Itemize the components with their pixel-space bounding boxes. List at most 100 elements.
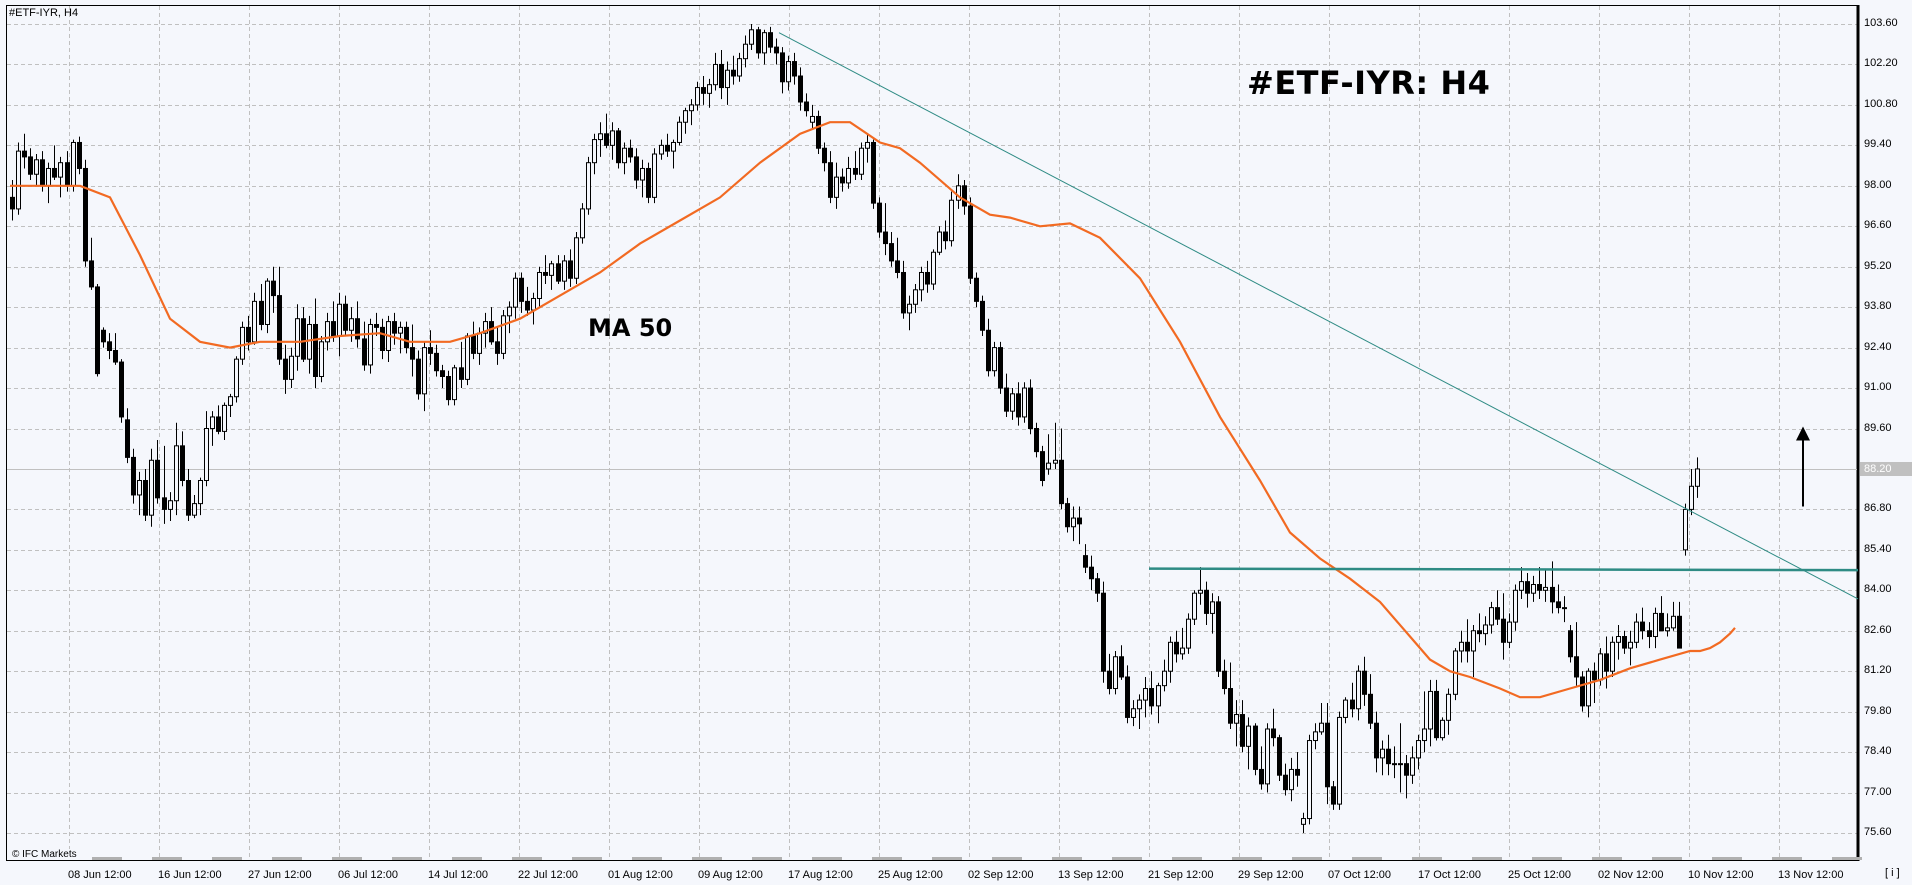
candle-bearish — [1537, 584, 1542, 591]
candle-bearish — [634, 156, 639, 181]
candle-bearish — [362, 338, 367, 366]
info-button[interactable]: [ i ] — [1885, 867, 1900, 879]
candle-bullish — [325, 321, 330, 343]
candle-bearish — [1495, 607, 1500, 620]
candle-bearish — [1119, 656, 1124, 678]
candle-bearish — [101, 329, 106, 343]
candle-bullish — [671, 141, 676, 152]
candle-bullish — [222, 404, 227, 432]
candle-bullish — [786, 61, 791, 83]
candle-bullish — [1471, 630, 1476, 652]
candle-bearish — [1574, 656, 1579, 678]
candle-bullish — [337, 303, 342, 337]
candle-bullish — [1483, 624, 1488, 635]
price-tick-label: 100.80 — [1864, 97, 1898, 110]
time-scrollbar[interactable] — [32, 857, 1862, 860]
price-tick-label: 93.80 — [1864, 300, 1892, 313]
candle-bullish — [1531, 584, 1536, 594]
horizontal-support-line[interactable] — [1148, 567, 1859, 572]
candle-bearish — [525, 300, 530, 311]
candle-bearish — [519, 277, 524, 302]
candle-bullish — [549, 263, 554, 276]
candle-bullish — [622, 147, 627, 164]
candle-bullish — [1683, 508, 1688, 551]
price-tick-label: 86.80 — [1864, 502, 1892, 515]
candle-bearish — [1556, 601, 1561, 609]
price-tick-label: 84.00 — [1864, 583, 1892, 596]
price-tick-label: 78.40 — [1864, 745, 1892, 758]
candle-bearish — [459, 367, 464, 380]
candle-bearish — [798, 75, 803, 103]
candle-bullish — [1186, 618, 1191, 649]
candle-bearish — [1374, 722, 1379, 759]
candle-bearish — [616, 130, 621, 164]
candle-bearish — [1404, 763, 1409, 776]
candle-bearish — [895, 260, 900, 273]
candle-bullish — [1210, 601, 1215, 614]
candle-bearish — [355, 318, 360, 340]
candle-bearish — [943, 231, 948, 242]
candle-bearish — [434, 352, 439, 372]
candle-bearish — [719, 63, 724, 89]
candle-bearish — [756, 29, 761, 54]
candle-bullish — [1168, 641, 1173, 672]
candle-bullish — [1198, 589, 1203, 594]
ma50-annotation: MA 50 — [588, 314, 673, 342]
candle-bearish — [1580, 676, 1585, 707]
candle-bearish — [83, 167, 88, 262]
candle-bullish — [846, 167, 851, 184]
time-tick-label: 07 Oct 12:00 — [1328, 869, 1391, 881]
candle-bearish — [1028, 387, 1033, 429]
candle-bearish — [816, 115, 821, 149]
candle-bearish — [1283, 774, 1288, 791]
candle-bullish — [34, 159, 39, 175]
candle-bullish — [1519, 581, 1524, 591]
price-tick-label: 85.40 — [1864, 542, 1892, 555]
candle-bearish — [95, 286, 100, 375]
candle-bullish — [137, 480, 142, 496]
candle-bullish — [319, 341, 324, 377]
candle-bearish — [1362, 670, 1367, 695]
candle-bearish — [877, 202, 882, 233]
candle-bearish — [301, 318, 306, 360]
candle-bullish — [1507, 621, 1512, 643]
time-tick-label: 02 Nov 12:00 — [1598, 869, 1664, 881]
candle-bullish — [465, 335, 470, 380]
candle-bearish — [1216, 601, 1221, 672]
candle-bearish — [1101, 592, 1106, 672]
candle-bullish — [1053, 459, 1058, 464]
candle-bullish — [204, 428, 209, 482]
candle-bearish — [313, 323, 318, 377]
candle-bearish — [428, 347, 433, 354]
candle-bearish — [216, 416, 221, 432]
candle-bearish — [10, 196, 15, 210]
candle-bearish — [980, 300, 985, 331]
descending-trendline[interactable] — [778, 32, 1859, 600]
candle-bearish — [380, 326, 385, 351]
candle-bullish — [1562, 607, 1567, 610]
price-tick-label: 75.60 — [1864, 826, 1892, 838]
candle-bullish — [1131, 708, 1136, 718]
candle-bearish — [1647, 630, 1652, 638]
candle-bearish — [404, 326, 409, 349]
time-tick-label: 16 Jun 12:00 — [158, 869, 222, 881]
candle-bullish — [1265, 728, 1270, 785]
candle-bearish — [792, 61, 797, 77]
candle-bullish — [234, 358, 239, 398]
time-tick-label: 08 Jun 12:00 — [68, 869, 132, 881]
candle-bearish — [489, 321, 494, 343]
time-tick-label: 02 Sep 12:00 — [968, 869, 1034, 881]
candle-bullish — [1113, 656, 1118, 690]
candle-bullish — [210, 416, 215, 430]
candle-bearish — [374, 323, 379, 328]
candle-bearish — [1659, 612, 1664, 632]
candle-bearish — [1004, 387, 1009, 412]
chart-title: #ETF-IYR: H4 — [1247, 64, 1491, 102]
candle-bullish — [1671, 615, 1676, 629]
candle-bullish — [1156, 685, 1161, 707]
candle-bearish — [89, 260, 94, 288]
candle-bearish — [1240, 714, 1245, 747]
price-tick-label: 99.40 — [1864, 138, 1892, 151]
candle-bullish — [168, 500, 173, 510]
